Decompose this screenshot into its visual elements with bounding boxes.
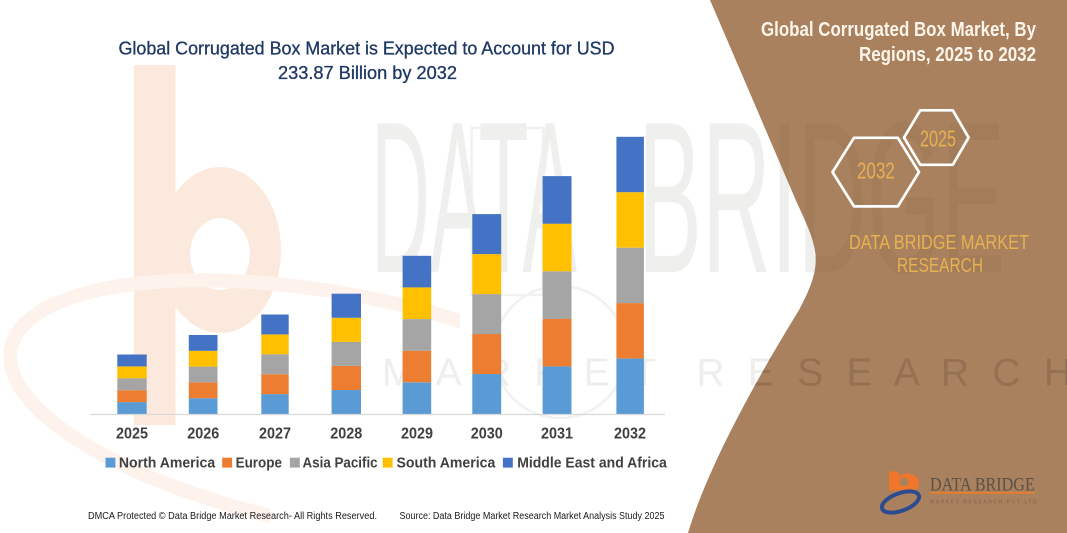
svg-text:DMCA Protected © Data Bridge M: DMCA Protected © Data Bridge Market Rese… [88, 511, 377, 522]
svg-text:Source: Data Bridge Market Res: Source: Data Bridge Market Research Mark… [400, 511, 665, 522]
svg-text:Middle East and Africa: Middle East and Africa [517, 455, 667, 472]
svg-text:Global Corrugated Box Market i: Global Corrugated Box Market is Expected… [119, 39, 615, 59]
svg-text:DATA BRIDGE: DATA BRIDGE [930, 474, 1035, 495]
svg-text:2026: 2026 [187, 425, 219, 442]
svg-text:2032: 2032 [614, 425, 646, 442]
svg-text:MARKET RESEARCH PVT LTD: MARKET RESEARCH PVT LTD [930, 500, 1038, 506]
svg-text:233.87 Billion by 2032: 233.87 Billion by 2032 [278, 63, 457, 83]
svg-text:Global Corrugated Box Market,: Global Corrugated Box Market, By [761, 19, 1037, 41]
svg-text:North America: North America [119, 455, 216, 472]
svg-text:Asia Pacific: Asia Pacific [303, 455, 378, 472]
svg-text:Europe: Europe [236, 455, 282, 472]
svg-text:DATA BRIDGE MARKET: DATA BRIDGE MARKET [849, 231, 1029, 254]
svg-text:2029: 2029 [401, 425, 433, 442]
svg-text:South America: South America [397, 455, 496, 472]
svg-text:2028: 2028 [330, 425, 362, 442]
svg-text:2025: 2025 [116, 425, 148, 442]
svg-text:2032: 2032 [857, 157, 895, 183]
svg-text:2030: 2030 [471, 425, 503, 442]
svg-text:2031: 2031 [541, 425, 573, 442]
svg-text:2025: 2025 [920, 125, 956, 151]
svg-text:RESEARCH: RESEARCH [897, 254, 983, 277]
svg-text:2027: 2027 [259, 425, 291, 442]
svg-text:Regions, 2025 to 2032: Regions, 2025 to 2032 [859, 44, 1036, 66]
